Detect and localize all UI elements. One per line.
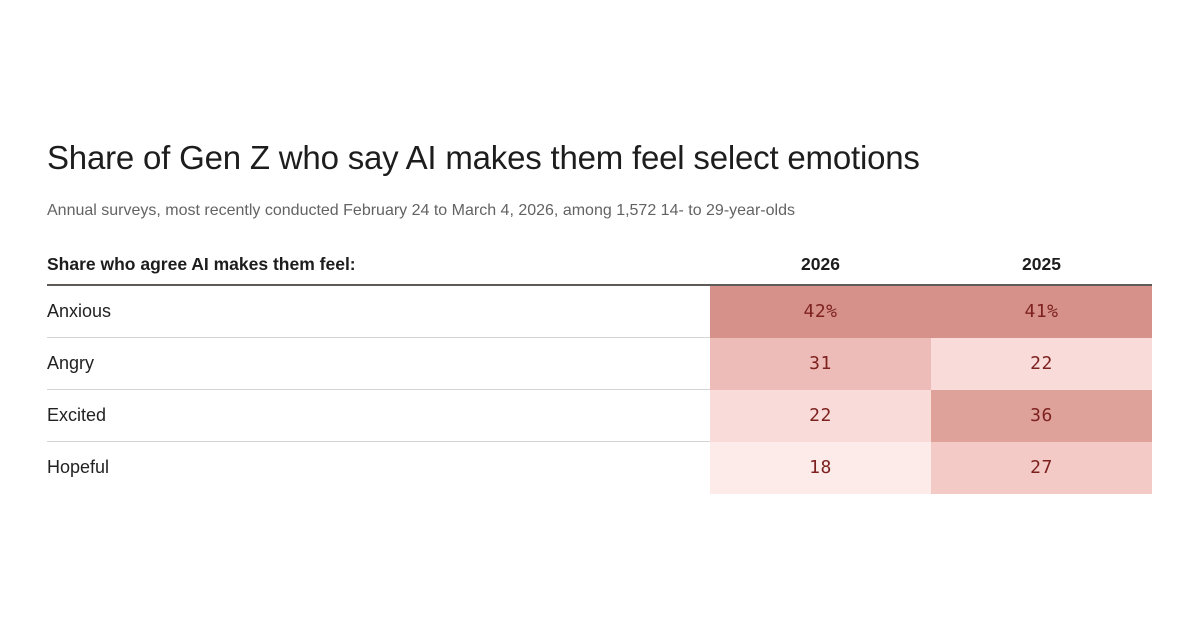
row-label-excited: Excited: [47, 390, 710, 442]
cell-angry-2026: 31: [710, 337, 931, 390]
chart-content: Share of Gen Z who say AI makes them fee…: [47, 138, 1152, 494]
column-header-2025: 2025: [1022, 254, 1061, 275]
row-label-anxious: Anxious: [47, 286, 710, 338]
chart-subtitle: Annual surveys, most recently conducted …: [47, 201, 795, 219]
cell-anxious-2025: 41%: [931, 285, 1152, 338]
column-header-2026: 2026: [801, 254, 840, 275]
table-header-row: Share who agree AI makes them feel: 2026…: [47, 246, 1152, 286]
table-header-label: Share who agree AI makes them feel:: [47, 254, 356, 275]
table-row: Hopeful 18 27: [47, 441, 1152, 494]
cell-angry-2025: 22: [931, 337, 1152, 390]
table-row: Excited 22 36: [47, 389, 1152, 442]
row-label-angry: Angry: [47, 338, 710, 390]
chart-title: Share of Gen Z who say AI makes them fee…: [47, 139, 920, 176]
cell-hopeful-2025: 27: [931, 441, 1152, 494]
row-label-hopeful: Hopeful: [47, 457, 110, 478]
table-row: Angry 31 22: [47, 337, 1152, 390]
cell-excited-2026: 22: [710, 389, 931, 442]
cell-hopeful-2026: 18: [710, 441, 931, 494]
cell-excited-2025: 36: [931, 389, 1152, 442]
table-row: Anxious 42% 41%: [47, 285, 1152, 338]
cell-anxious-2026: 42%: [710, 285, 931, 338]
heatmap-table: Share who agree AI makes them feel: 2026…: [47, 246, 1152, 494]
